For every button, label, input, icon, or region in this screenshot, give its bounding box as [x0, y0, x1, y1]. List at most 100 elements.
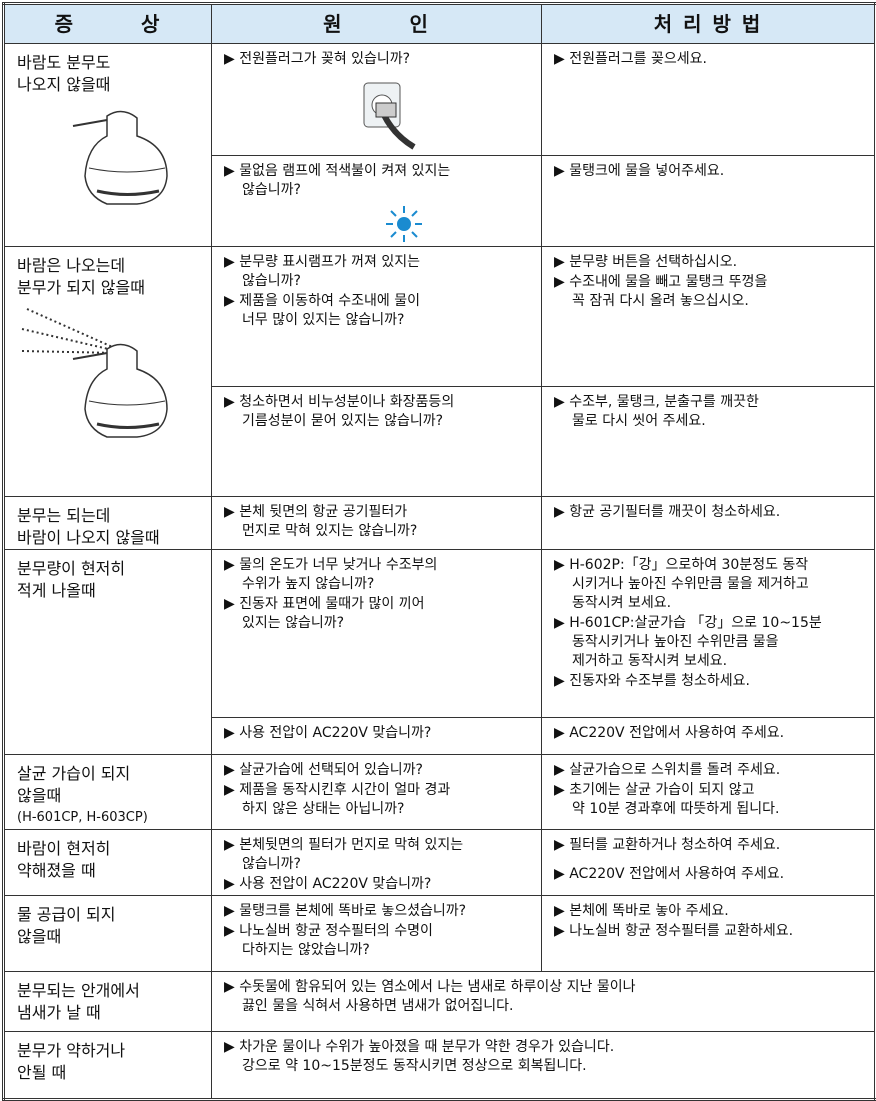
bullet-item: ▶ 분무량 버튼을 선택하십시오. [554, 253, 868, 272]
header-cell: 원 인 [211, 3, 542, 44]
symptom-line: 않을때 [17, 927, 62, 946]
illustration [67, 106, 211, 206]
item-line: ▶ 진동자와 수조부를 청소하세요. [554, 673, 751, 689]
bullet-item: ▶ 본체에 똑바로 놓아 주세요. [554, 902, 868, 921]
item-line: ▶ 나노실버 항균 정수필터의 수명이 [224, 923, 433, 939]
symptom-cell: 바람이 현저히 약해졌을 때 [3, 829, 212, 896]
symptom-line: 나오지 않을때 [17, 75, 111, 94]
item-line: ▶ 제품을 동작시킨후 시간이 얼마 경과 [224, 782, 451, 798]
item-line: 시키거나 높아진 수위만큼 물을 제거하고 [572, 576, 809, 592]
item-line: ▶ 본체 뒷면의 항균 공기필터가 [224, 504, 408, 520]
remedy-cell: ▶ AC220V 전압에서 사용하여 주세요. [541, 717, 876, 755]
bullet-item: ▶ AC220V 전압에서 사용하여 주세요. [554, 865, 868, 884]
item-line: 다하지는 않았습니까? [242, 942, 370, 958]
illustration [324, 75, 535, 155]
note-cell: ▶ 수돗물에 함유되어 있는 염소에서 나는 냄새로 하루이상 지난 물이나 끓인… [211, 971, 876, 1032]
spray-drawing [21, 308, 118, 354]
cause-cell: ▶ 사용 전압이 AC220V 맞습니까? [211, 717, 542, 755]
bullet-item: ▶ 사용 전압이 AC220V 맞습니까? [224, 724, 535, 743]
item-line: ▶ AC220V 전압에서 사용하여 주세요. [554, 725, 785, 741]
cause-cell: ▶ 물없음 램프에 적색불이 켜져 있지는 않습니까? [211, 155, 542, 247]
item-line: 하지 않은 상태는 아닙니까? [242, 801, 405, 817]
item-line: ▶ 살균가습으로 스위치를 돌려 주세요. [554, 762, 781, 778]
item-line: 않습니까? [242, 182, 301, 198]
symptom-line: 바람이 현저히 [17, 839, 111, 858]
remedy-cell: ▶ 본체에 똑바로 놓아 주세요. ▶ 나노실버 항균 정수필터를 교환하세요. [541, 895, 876, 972]
symptom-line: 않을때 [17, 786, 62, 805]
item-line: 있지는 않습니까? [242, 615, 345, 631]
cause-cell: ▶ 분무량 표시램프가 꺼져 있지는 않습니까? ▶ 제품을 이동하여 수조내에 물… [211, 246, 542, 387]
cause-cell: ▶ 물탱크를 본체에 똑바로 놓으셨습니까? ▶ 나노실버 항균 정수필터의 수명… [211, 895, 542, 972]
item-line: 너무 많이 있지는 않습니까? [242, 312, 405, 328]
item-line: ▶ 전원플러그를 꽂으세요. [554, 51, 707, 67]
symptom-cell: 분무량이 현저히 적게 나올때 [3, 549, 212, 755]
symptom-line: 바람도 분무도 [17, 53, 111, 72]
item-line: ▶ 사용 전압이 AC220V 맞습니까? [224, 876, 432, 892]
symptom-cell: 분무는 되는데 바람이 나오지 않을때 [3, 496, 212, 550]
cause-cell: ▶ 물의 온도가 너무 낮거나 수조부의 수위가 높지 않습니까? ▶ 진동자 표면… [211, 549, 542, 718]
item-line: ▶ 차가운 물이나 수위가 높아졌을 때 분무가 약한 경우가 있습니다. [224, 1039, 615, 1055]
item-line: 물로 다시 씻어 주세요. [572, 413, 706, 429]
remedy-cell: ▶ 항균 공기필터를 깨끗이 청소하세요. [541, 496, 876, 550]
symptom-cell: 바람은 나오는데 분무가 되지 않을때 [3, 246, 212, 497]
bullet-item: ▶ 살균가습에 선택되어 있습니까? [224, 761, 535, 780]
bullet-item: ▶ 전원플러그가 꽂혀 있습니까? [224, 50, 535, 69]
humidifier-drawing [72, 110, 168, 205]
item-line: ▶ H-601CP:살균가습 「강」으로 10~15분 [554, 615, 822, 631]
item-line: 먼지로 막혀 있지는 않습니까? [242, 523, 418, 539]
cause-cell: ▶ 본체뒷면의 필터가 먼지로 막혀 있지는 않습니까? ▶ 사용 전압이 AC22… [211, 829, 542, 896]
item-line: ▶ 진동자 표면에 물때가 많이 끼어 [224, 596, 425, 612]
bullet-item: ▶ 나노실버 항균 정수필터를 교환하세요. [554, 922, 868, 941]
item-line: ▶ 항균 공기필터를 깨끗이 청소하세요. [554, 504, 781, 520]
item-line: 수위가 높지 않습니까? [242, 576, 375, 592]
symptom-line: 분무가 약하거나 [17, 1041, 126, 1060]
table-row: 분무는 되는데 바람이 나오지 않을때 ▶ 본체 뒷면의 항균 공기필터가 먼지로 막… [3, 496, 876, 550]
table-row: ▶ 물없음 램프에 적색불이 켜져 있지는 않습니까? ▶ 물탱크에 물을 넣어주세… [4, 155, 876, 247]
table-row: 물 공급이 되지 않을때 ▶ 물탱크를 본체에 똑바로 놓으셨습니까? ▶ 나노실버 … [3, 895, 876, 972]
item-line: ▶ 분무량 버튼을 선택하십시오. [554, 254, 738, 270]
item-line: ▶ 전원플러그가 꽂혀 있습니까? [224, 51, 411, 67]
table-row: 살균 가습이 되지 않을때 (H-601CP, H-603CP) ▶ 살균가습에 선택… [3, 754, 876, 830]
item-line: ▶ AC220V 전압에서 사용하여 주세요. [554, 866, 785, 882]
bullet-item: ▶ 본체뒷면의 필터가 먼지로 막혀 있지는 않습니까? [224, 836, 535, 874]
symptom-line: 분무는 되는데 [17, 506, 111, 525]
bullet-item: ▶ 물탱크에 물을 넣어주세요. [554, 162, 868, 181]
illustration [17, 299, 211, 359]
bullet-item: ▶ 항균 공기필터를 깨끗이 청소하세요. [554, 503, 868, 522]
item-line: ▶ 수조부, 물탱크, 분출구를 깨끗한 [554, 394, 759, 410]
item-line: ▶ 물탱크를 본체에 똑바로 놓으셨습니까? [224, 903, 467, 919]
item-line: ▶ 수조내에 물을 빼고 물탱크 뚜껑을 [554, 274, 768, 290]
bullet-item: ▶ 물탱크를 본체에 똑바로 놓으셨습니까? [224, 902, 535, 921]
item-line: ▶ 나노실버 항균 정수필터를 교환하세요. [554, 923, 794, 939]
symptom-line: 분무되는 안개에서 [17, 981, 140, 1000]
item-line: ▶ 필터를 교환하거나 청소하여 주세요. [554, 837, 781, 853]
table-row: ▶ 청소하면서 비누성분이나 화장품등의 기름성분이 묻어 있지는 않습니까? ▶ … [4, 386, 876, 497]
item-line: ▶ 청소하면서 비누성분이나 화장품등의 [224, 394, 455, 410]
remedy-cell: ▶ 전원플러그를 꽂으세요. [541, 43, 876, 156]
bullet-item: ▶ 청소하면서 비누성분이나 화장품등의 기름성분이 묻어 있지는 않습니까? [224, 393, 535, 431]
item-line: ▶ 본체에 똑바로 놓아 주세요. [554, 903, 729, 919]
table-row: 분무되는 안개에서 냄새가 날 때 ▶ 수돗물에 함유되어 있는 염소에서 나는 냄… [3, 971, 876, 1032]
item-line: 약 10분 경과후에 따뜻하게 됩니다. [572, 801, 780, 817]
bullet-item: ▶ 물의 온도가 너무 낮거나 수조부의 수위가 높지 않습니까? [224, 556, 535, 594]
item-line: ▶ 본체뒷면의 필터가 먼지로 막혀 있지는 [224, 837, 464, 853]
symptom-cell: 분무되는 안개에서 냄새가 날 때 [3, 971, 212, 1032]
illustration [374, 204, 535, 244]
bullet-item: ▶ H-601CP:살균가습 「강」으로 10~15분 동작시키거나 높아진 수위… [554, 614, 868, 671]
item-line: ▶ 수돗물에 함유되어 있는 염소에서 나는 냄새로 하루이상 지난 물이나 [224, 979, 636, 995]
item-line: 동작시켜 보세요. [572, 595, 672, 611]
symptom-line: 적게 나올때 [17, 581, 96, 600]
symptom-line: 분무가 되지 않을때 [17, 278, 145, 297]
symptom-line: (H-601CP, H-603CP) [17, 810, 148, 825]
symptom-line: 안될 때 [17, 1063, 67, 1082]
plug-drawing [363, 82, 416, 150]
